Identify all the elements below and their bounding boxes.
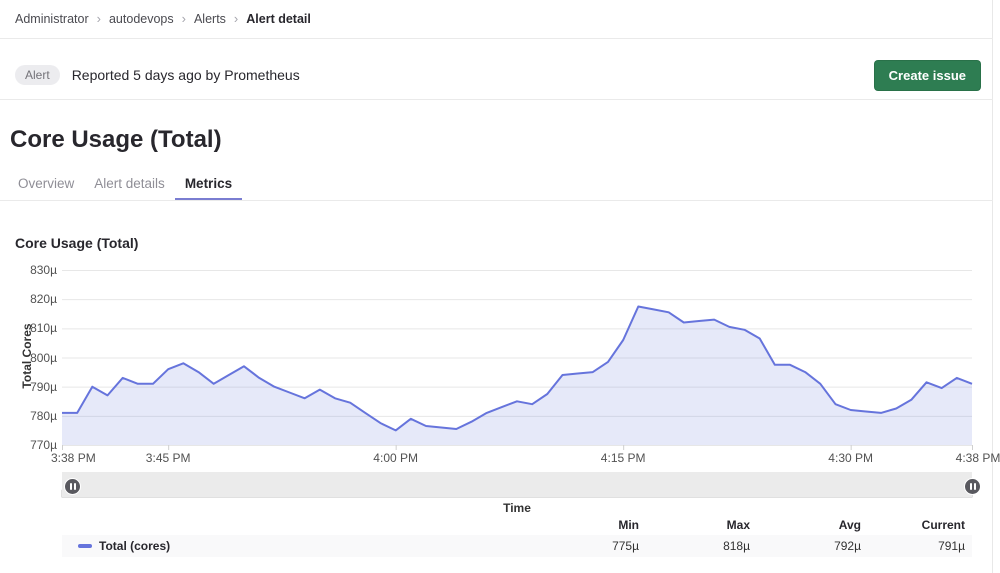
tab-metrics[interactable]: Metrics [174,170,243,201]
y-tick-label: 830µ [30,263,57,277]
chart-area-fill [62,306,972,445]
tab-alert-details[interactable]: Alert details [94,176,165,191]
x-tick-label: 3:45 PM [145,451,191,465]
alert-tabs: Overview Alert details Metrics [8,170,243,201]
alert-status-badge: Alert [15,65,60,85]
x-tick-label: 4:15 PM [600,451,646,465]
time-range-slider[interactable] [62,472,972,497]
x-tick-label: 4:30 PM [828,451,874,465]
alert-header-row: Alert Reported 5 days ago by Prometheus … [15,58,981,92]
series-stats-row[interactable]: Total (cores) 775µ 818µ 792µ 791µ [62,535,972,557]
breadcrumb-divider [0,38,993,39]
pause-icon [74,483,76,490]
chevron-right-icon: › [233,11,239,26]
stat-value-avg: 792µ [834,539,861,553]
stat-value-current: 791µ [938,539,965,553]
stats-header-max: Max [726,518,750,532]
y-tick-label: 770µ [30,438,57,452]
series-color-swatch [78,544,92,548]
tabs-divider [0,200,993,201]
chart-line [62,305,973,432]
stats-header-current: Current [921,518,965,532]
pause-icon [970,483,972,490]
alert-row-divider [0,99,993,100]
y-tick-label: 800µ [30,350,57,365]
pause-icon [974,483,976,490]
stats-header-row: Min Max Avg Current [62,517,972,533]
slider-right-handle[interactable] [964,478,981,495]
chevron-right-icon: › [96,11,101,26]
y-tick-label: 820µ [30,292,57,307]
tab-overview[interactable]: Overview [18,176,75,191]
page-title: Core Usage (Total) [10,126,222,153]
stat-value-min: 775µ [612,539,639,553]
x-tick-label: 3:38 PM [51,451,96,465]
breadcrumb-item-alerts[interactable]: Alerts [193,11,226,26]
breadcrumb-item-administrator[interactable]: Administrator [15,11,89,26]
chart-title: Core Usage (Total) [15,235,139,251]
create-issue-button[interactable]: Create issue [873,59,981,91]
content-right-border [992,0,993,573]
x-tick-label: 4:38 PM [955,451,1000,465]
y-tick-label: 790µ [30,379,57,394]
stats-header-avg: Avg [838,518,861,532]
y-tick-label: 810µ [30,321,57,336]
breadcrumb-item-autodevops[interactable]: autodevops [108,11,174,26]
stat-value-max: 818µ [723,539,750,553]
slider-left-handle[interactable] [64,478,81,495]
breadcrumb: Administrator › autodevops › Alerts › Al… [15,11,311,26]
x-tick-label: 4:00 PM [373,451,419,465]
alert-reported-text: Reported 5 days ago by Prometheus [71,67,300,83]
y-tick-label: 780µ [30,408,57,423]
chevron-right-icon: › [181,11,186,26]
series-legend-label: Total (cores) [99,539,171,553]
stats-header-min: Min [618,518,639,532]
breadcrumb-current: Alert detail [246,11,311,26]
pause-icon [70,483,72,490]
x-axis-label: Time [503,501,531,515]
